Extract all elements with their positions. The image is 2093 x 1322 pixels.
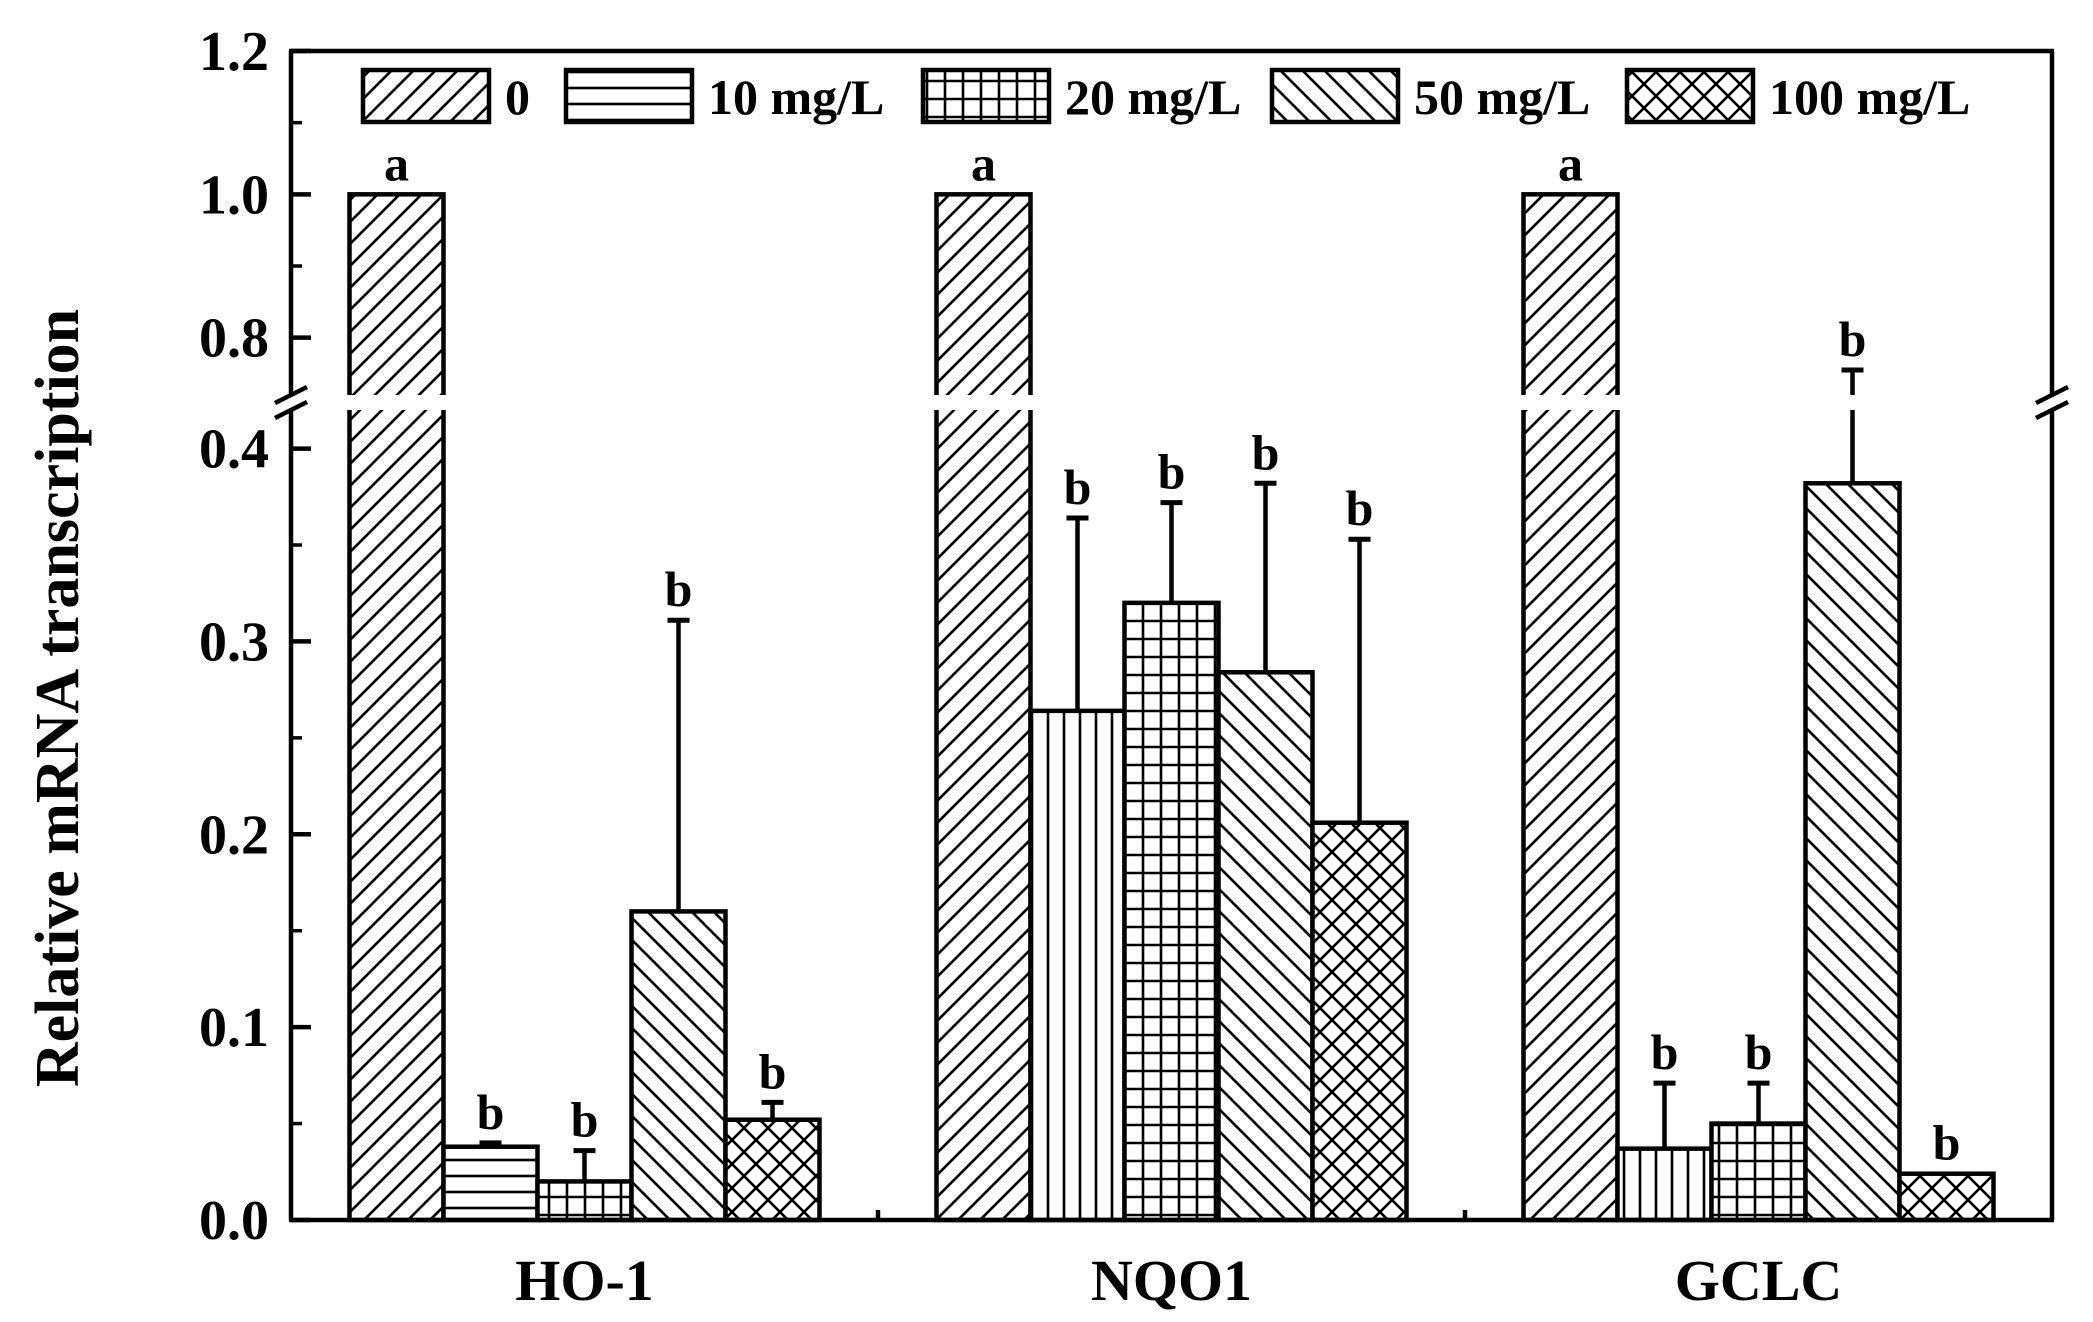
significance-label: b (1158, 444, 1186, 500)
legend-swatch-2 (920, 67, 1052, 125)
break-mark-left-b (273, 399, 309, 421)
legend-label: 0 (505, 69, 530, 125)
y-tick-label: 0.8 (199, 308, 269, 370)
bar-nqo1-1 (1028, 708, 1127, 1223)
legend: 0 10 mg/L 20 mg/L 50 mg/L 100 mg/L (360, 67, 1970, 125)
bar-ho-1-2 (535, 1179, 634, 1223)
plot-area: a a a b b b b b b b b b b b b 0.0 0.1 0.2 0.3 0.4 0.8 1.0 1.2 H… (199, 21, 2082, 1313)
bar-gclc-2 (1709, 1121, 1808, 1223)
axis-break-gap (261, 395, 2082, 410)
legend-swatch-4 (1624, 67, 1756, 125)
y-tick-label: 0.0 (199, 1190, 269, 1252)
significance-label: b (1745, 1024, 1773, 1080)
y-tick-label: 1.0 (199, 164, 269, 226)
significance-label: b (759, 1043, 787, 1099)
bar-nqo1-2 (1122, 600, 1221, 1223)
y-axis-title: Relative mRNA transcription (24, 309, 92, 1087)
bar-nqo1-4 (1310, 820, 1409, 1223)
significance-label: b (1346, 480, 1374, 536)
bar-ho-1-0 (347, 192, 446, 1223)
legend-swatch-0 (360, 67, 492, 125)
bar-ho-1-3 (629, 909, 728, 1223)
legend-label: 100 mg/L (1769, 69, 1970, 125)
significance-label: b (477, 1084, 505, 1140)
bar-gclc-3 (1803, 481, 1902, 1223)
bar-gclc-4 (1897, 1171, 1996, 1223)
break-mark-left-a (273, 384, 309, 406)
legend-swatch-3 (1269, 67, 1401, 125)
significance-label: b (665, 561, 693, 617)
significance-label: a (384, 135, 409, 191)
break-mark-right-b (2034, 399, 2070, 421)
significance-label: b (1651, 1024, 1679, 1080)
bar-nqo1-3 (1216, 670, 1315, 1223)
significance-label: b (571, 1092, 599, 1148)
x-category-label: HO-1 (515, 1248, 654, 1313)
significance-label: b (1839, 311, 1867, 367)
bar-gclc-0 (1521, 192, 1620, 1223)
bar-gclc-1 (1615, 1146, 1714, 1223)
y-tick-label: 0.2 (199, 804, 269, 866)
x-category-label: NQO1 (1091, 1248, 1252, 1313)
y-tick-label: 0.1 (199, 997, 269, 1059)
bar-nqo1-0 (934, 192, 1033, 1223)
x-category-label: GCLC (1675, 1248, 1843, 1313)
legend-label: 10 mg/L (708, 69, 884, 125)
y-tick-label: 0.3 (199, 611, 269, 673)
significance-label: a (1558, 135, 1583, 191)
y-tick-label: 0.4 (199, 419, 269, 481)
legend-swatch-1 (563, 67, 695, 125)
bar-ho-1-1 (441, 1144, 540, 1223)
significance-label: b (1933, 1115, 1961, 1171)
break-mark-right-a (2034, 384, 2070, 406)
bar-ho-1-4 (723, 1117, 822, 1223)
legend-label: 20 mg/L (1065, 69, 1241, 125)
y-tick-label: 1.2 (199, 21, 269, 83)
significance-label: b (1252, 424, 1280, 480)
significance-label: b (1064, 459, 1092, 515)
significance-label: a (971, 135, 996, 191)
legend-label: 50 mg/L (1414, 69, 1590, 125)
